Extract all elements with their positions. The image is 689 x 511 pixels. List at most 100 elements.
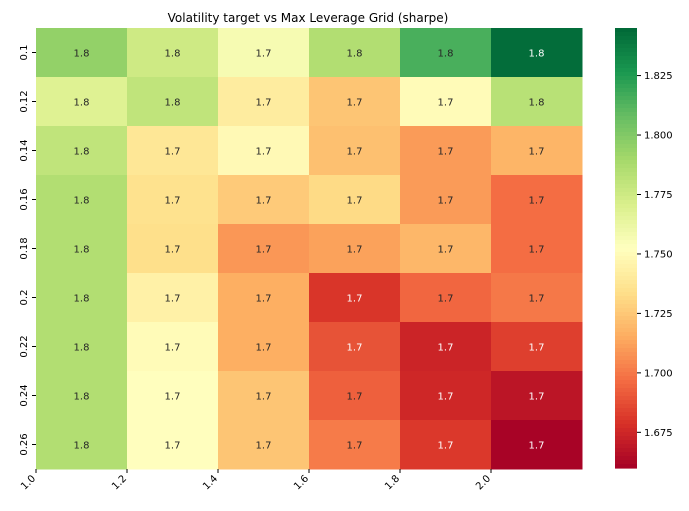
colorbar-segment <box>615 244 637 249</box>
heatmap-cell <box>127 322 219 372</box>
colorbar-segment <box>615 72 637 77</box>
heatmap-cell <box>309 175 401 225</box>
colorbar-segment <box>615 260 637 265</box>
y-tick-label: 0.2 <box>19 290 30 306</box>
colorbar-segment <box>615 300 637 305</box>
cell-label: 1.7 <box>256 196 272 207</box>
colorbar-segment <box>615 240 637 245</box>
cell-label: 1.8 <box>74 392 90 403</box>
heatmap-cell <box>127 28 219 78</box>
heatmap-cell <box>218 77 310 127</box>
colorbar-segment <box>615 252 637 257</box>
heatmap-cell <box>127 175 219 225</box>
cell-label: 1.7 <box>256 294 272 305</box>
colorbar-segment <box>615 92 637 97</box>
y-tick-label: 0.1 <box>19 45 30 61</box>
colorbar-segment <box>615 264 637 269</box>
heatmap-cell <box>36 420 128 470</box>
colorbar-segment <box>615 428 637 433</box>
cell-label: 1.8 <box>74 294 90 305</box>
cell-label: 1.7 <box>438 147 454 158</box>
colorbar-segment <box>615 316 637 321</box>
colorbar-segment <box>615 320 637 325</box>
heatmap-cell <box>36 77 128 127</box>
cell-label: 1.7 <box>165 392 181 403</box>
cell-label: 1.7 <box>529 245 545 256</box>
colorbar-segment <box>615 168 637 173</box>
colorbar-segment <box>615 136 637 141</box>
colorbar-segment <box>615 48 637 53</box>
colorbar-segment <box>615 148 637 153</box>
heatmap-cell <box>400 28 492 78</box>
colorbar-tick-label: 1.800 <box>644 131 673 142</box>
colorbar-segment <box>615 424 637 429</box>
colorbar-segment <box>615 360 637 365</box>
cell-label: 1.7 <box>347 98 363 109</box>
colorbar-segment <box>615 144 637 149</box>
y-tick-label: 0.22 <box>19 335 30 357</box>
heatmap-cell <box>36 322 128 372</box>
colorbar-segment <box>615 212 637 217</box>
colorbar-segment <box>615 440 637 445</box>
cell-label: 1.7 <box>165 196 181 207</box>
cell-label: 1.8 <box>74 343 90 354</box>
colorbar-segment <box>615 108 637 113</box>
heatmap-cell <box>491 28 583 78</box>
cell-label: 1.8 <box>438 49 454 60</box>
colorbar-segment <box>615 28 637 33</box>
heatmap-cell <box>36 126 128 176</box>
colorbar-segment <box>615 164 637 169</box>
x-axis-ticks: 1.0 1.2 1.4 1.6 1.8 2.0 <box>19 469 493 492</box>
cell-label: 1.7 <box>438 392 454 403</box>
cell-label: 1.8 <box>165 98 181 109</box>
colorbar-segment <box>615 304 637 309</box>
colorbar-segment <box>615 328 637 333</box>
colorbar-segment <box>615 268 637 273</box>
cell-label: 1.8 <box>529 49 545 60</box>
heatmap-cell <box>309 28 401 78</box>
cell-label: 1.7 <box>438 294 454 305</box>
colorbar-segment <box>615 436 637 441</box>
colorbar-segment <box>615 452 637 457</box>
cell-label: 1.7 <box>165 441 181 452</box>
colorbar-segment <box>615 352 637 357</box>
heatmap-cell <box>491 175 583 225</box>
cell-label: 1.7 <box>529 294 545 305</box>
heatmap-cell <box>400 175 492 225</box>
heatmap-cell <box>491 273 583 323</box>
cell-label: 1.7 <box>347 245 363 256</box>
cell-label: 1.7 <box>438 98 454 109</box>
heatmap-cell <box>218 28 310 78</box>
colorbar-segment <box>615 40 637 45</box>
colorbar-segment <box>615 140 637 145</box>
cell-label: 1.7 <box>347 441 363 452</box>
cell-label: 1.8 <box>74 196 90 207</box>
cell-label: 1.7 <box>256 98 272 109</box>
colorbar-segment <box>615 384 637 389</box>
colorbar-segment <box>615 444 637 449</box>
cell-label: 1.8 <box>74 147 90 158</box>
colorbar-segment <box>615 36 637 41</box>
colorbar-segment <box>615 420 637 425</box>
colorbar-segment <box>615 448 637 453</box>
heatmap-cell <box>127 126 219 176</box>
heatmap-cell <box>218 273 310 323</box>
colorbar-segment <box>615 100 637 105</box>
colorbar-segment <box>615 276 637 281</box>
colorbar-segment <box>615 124 637 129</box>
cell-label: 1.7 <box>529 392 545 403</box>
x-tick-label: 1.0 <box>19 473 38 492</box>
heatmap-cell <box>36 224 128 274</box>
colorbar-segment <box>615 88 637 93</box>
cell-label: 1.7 <box>347 392 363 403</box>
colorbar-segment <box>615 172 637 177</box>
colorbar-segment <box>615 404 637 409</box>
cell-label: 1.7 <box>347 196 363 207</box>
colorbar-segment <box>615 196 637 201</box>
colorbar-segment <box>615 112 637 117</box>
colorbar-segment <box>615 456 637 461</box>
cell-label: 1.7 <box>438 245 454 256</box>
x-tick-label: 1.4 <box>201 473 220 492</box>
heatmap-cell <box>491 77 583 127</box>
